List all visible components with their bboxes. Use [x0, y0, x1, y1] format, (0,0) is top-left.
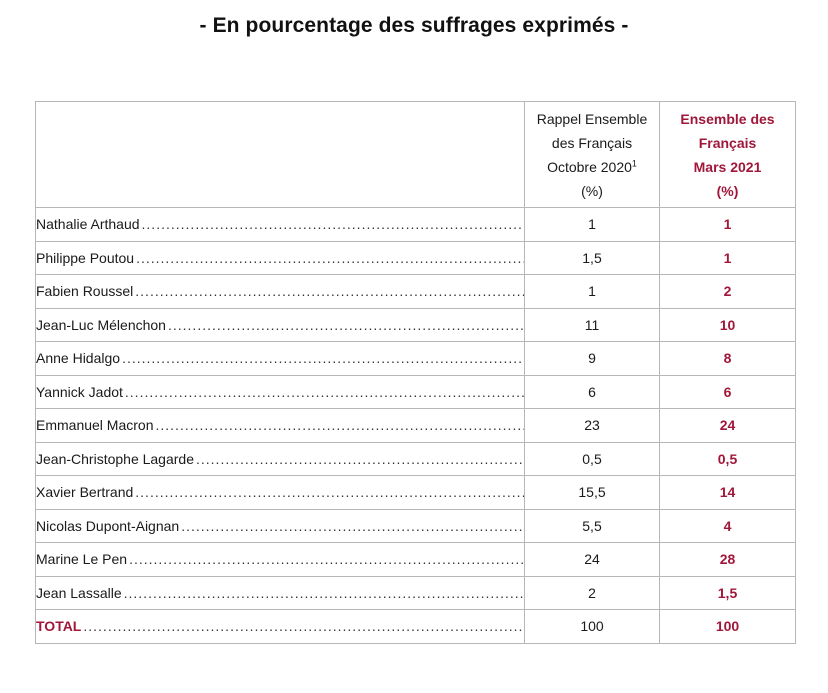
header-march-line: Français — [698, 134, 757, 151]
value-march-2021: 1 — [659, 240, 796, 275]
candidate-name: Jean-Luc Mélenchon — [36, 316, 166, 333]
footnote-marker: 1 — [631, 157, 637, 168]
candidate-cell: Philippe Poutou — [35, 240, 525, 275]
value-october-2020: 1 — [524, 274, 660, 309]
header-march-2021: Ensemble des Français Mars 2021 (%) — [659, 101, 796, 208]
results-table: Rappel Ensemble des Français Octobre 202… — [35, 101, 796, 644]
candidate-name: Emmanuel Macron — [36, 417, 154, 434]
candidate-cell: Fabien Roussel — [35, 274, 525, 309]
header-october-line-date: Octobre 20201 — [525, 155, 659, 179]
table-row: Marine Le Pen 24 28 — [35, 542, 796, 577]
dot-leader — [136, 250, 524, 266]
candidate-name: Anne Hidalgo — [36, 350, 121, 367]
value-march-2021: 10 — [659, 307, 796, 342]
value-march-2021: 28 — [659, 542, 796, 577]
total-march-2021: 100 — [659, 609, 796, 644]
dot-leader — [129, 551, 524, 567]
value-october-2020: 2 — [524, 575, 660, 610]
table-row: Nicolas Dupont-Aignan 5,5 4 — [35, 508, 796, 543]
total-label: TOTAL — [36, 618, 82, 635]
candidate-cell: Xavier Bertrand — [35, 475, 525, 510]
dot-leader — [135, 484, 524, 500]
value-october-2020: 1,5 — [524, 240, 660, 275]
value-march-2021: 1 — [659, 207, 796, 242]
value-october-2020: 23 — [524, 408, 660, 443]
candidate-name: Jean Lassalle — [36, 584, 122, 601]
header-october-line: Rappel Ensemble — [536, 110, 648, 127]
candidate-cell: Marine Le Pen — [35, 542, 525, 577]
candidate-cell: Emmanuel Macron — [35, 408, 525, 443]
candidate-name: Xavier Bertrand — [36, 484, 134, 501]
value-october-2020: 15,5 — [524, 475, 660, 510]
table-row: Fabien Roussel 1 2 — [35, 274, 796, 309]
header-october-2020: Rappel Ensemble des Français Octobre 202… — [524, 101, 660, 208]
candidate-name: Yannick Jadot — [36, 383, 123, 400]
value-october-2020: 11 — [524, 307, 660, 342]
table-row: Philippe Poutou 1,5 1 — [35, 240, 796, 275]
header-empty-cell — [35, 101, 525, 208]
value-march-2021: 8 — [659, 341, 796, 376]
value-march-2021: 4 — [659, 508, 796, 543]
value-october-2020: 0,5 — [524, 441, 660, 476]
value-march-2021: 2 — [659, 274, 796, 309]
table-row: Xavier Bertrand 15,5 14 — [35, 475, 796, 510]
candidate-cell: Yannick Jadot — [35, 374, 525, 409]
header-october-line: (%) — [581, 182, 603, 199]
dot-leader — [135, 283, 524, 299]
dot-leader — [83, 618, 524, 634]
page-title: - En pourcentage des suffrages exprimés … — [199, 14, 629, 37]
header-march-line: (%) — [716, 182, 739, 199]
header-march-line: Mars 2021 — [693, 158, 762, 175]
table-row: Jean-Luc Mélenchon 11 10 — [35, 307, 796, 342]
dot-leader — [196, 451, 524, 467]
dot-leader — [124, 585, 524, 601]
candidate-cell: Anne Hidalgo — [35, 341, 525, 376]
value-march-2021: 6 — [659, 374, 796, 409]
value-march-2021: 14 — [659, 475, 796, 510]
table-header-row: Rappel Ensemble des Français Octobre 202… — [35, 101, 796, 208]
table-row: Yannick Jadot 6 6 — [35, 374, 796, 409]
candidate-cell: Nicolas Dupont-Aignan — [35, 508, 525, 543]
value-march-2021: 24 — [659, 408, 796, 443]
candidate-name: Marine Le Pen — [36, 551, 128, 568]
total-october-2020: 100 — [524, 609, 660, 644]
value-october-2020: 24 — [524, 542, 660, 577]
dot-leader — [156, 417, 525, 433]
table-row: Emmanuel Macron 23 24 — [35, 408, 796, 443]
candidate-name: Fabien Roussel — [36, 283, 134, 300]
value-october-2020: 5,5 — [524, 508, 660, 543]
candidate-cell: Jean-Christophe Lagarde — [35, 441, 525, 476]
header-october-line: Octobre 2020 — [547, 158, 632, 175]
table-row: Anne Hidalgo 9 8 — [35, 341, 796, 376]
dot-leader — [181, 518, 524, 534]
table-row: Jean Lassalle 2 1,5 — [35, 575, 796, 610]
candidate-cell: Jean Lassalle — [35, 575, 525, 610]
dot-leader — [168, 317, 524, 333]
dot-leader — [122, 350, 524, 366]
value-october-2020: 1 — [524, 207, 660, 242]
dot-leader — [125, 384, 524, 400]
value-march-2021: 0,5 — [659, 441, 796, 476]
header-march-line: Ensemble des — [680, 110, 775, 127]
candidate-name: Jean-Christophe Lagarde — [36, 450, 194, 467]
dot-leader — [142, 216, 524, 232]
table-row: Jean-Christophe Lagarde 0,5 0,5 — [35, 441, 796, 476]
candidate-cell: Jean-Luc Mélenchon — [35, 307, 525, 342]
candidate-cell: Nathalie Arthaud — [35, 207, 525, 242]
candidate-name: Nicolas Dupont-Aignan — [36, 517, 180, 534]
candidate-name: Nathalie Arthaud — [36, 216, 140, 233]
total-cell: TOTAL — [35, 609, 525, 644]
total-row: TOTAL 100 100 — [35, 609, 796, 644]
candidate-name: Philippe Poutou — [36, 249, 135, 266]
value-october-2020: 6 — [524, 374, 660, 409]
value-october-2020: 9 — [524, 341, 660, 376]
table-row: Nathalie Arthaud 1 1 — [35, 207, 796, 242]
header-october-line: des Français — [551, 134, 633, 151]
value-march-2021: 1,5 — [659, 575, 796, 610]
